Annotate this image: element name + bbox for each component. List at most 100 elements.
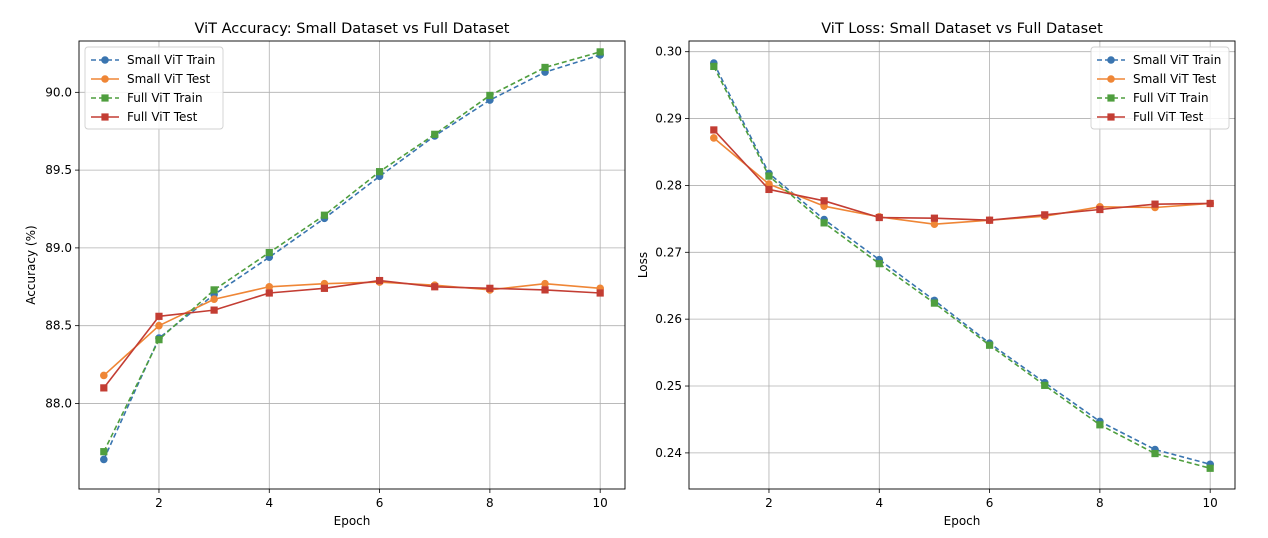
x-tick-label: 10: [1203, 496, 1218, 510]
legend: Small ViT Train Small ViT Test Full ViT Tr…: [1090, 46, 1230, 130]
y-tick-label: 88.0: [45, 396, 72, 410]
data-point-full-vit-test: [431, 283, 439, 291]
x-axis-label: Epoch: [944, 514, 981, 528]
data-point-full-vit-train: [100, 448, 108, 456]
series-line-full-vit-test: [713, 129, 1211, 221]
x-tick-label: 2: [765, 496, 773, 510]
legend-label-full-vit-train: Full ViT Train: [127, 91, 203, 105]
y-tick-label: 0.26: [655, 312, 682, 326]
x-tick-label: 2: [155, 496, 163, 510]
legend-label-full-vit-train: Full ViT Train: [1133, 91, 1209, 105]
data-point-full-vit-test: [486, 284, 494, 292]
data-point-small-vit-test: [100, 371, 108, 380]
x-tick-label: 8: [486, 496, 494, 510]
data-point-full-vit-test: [1096, 205, 1104, 214]
data-point-small-vit-test: [541, 279, 549, 288]
data-point-full-vit-test: [320, 284, 329, 292]
legend-marker-full-vit-train: [101, 94, 109, 102]
x-axis-label: Epoch: [334, 514, 371, 528]
data-point-full-vit-train: [765, 172, 773, 180]
data-point-full-vit-test: [375, 276, 384, 285]
legend-marker-full-vit-test: [101, 113, 109, 121]
plot-frame: [688, 40, 1236, 490]
data-point-full-vit-train: [1206, 464, 1214, 472]
legend-marker-small-vit-train: [101, 56, 109, 64]
x-tick-label: 6: [376, 496, 384, 510]
plot-frame: [78, 40, 626, 490]
data-point-full-vit-test: [541, 286, 549, 294]
legend-marker-full-vit-train: [1107, 94, 1115, 102]
y-tick-label: 88.5: [45, 319, 72, 333]
x-tick-label: 8: [1096, 496, 1104, 510]
data-point-full-vit-test: [710, 126, 718, 134]
data-point-full-vit-train: [930, 299, 939, 307]
y-tick-label: 0.24: [655, 446, 682, 460]
x-tick-label: 4: [875, 496, 883, 510]
legend-marker-small-vit-test: [1107, 75, 1115, 83]
data-point-full-vit-test: [985, 216, 994, 224]
data-point-full-vit-test: [155, 312, 163, 320]
data-point-full-vit-test: [875, 213, 883, 222]
data-point-small-vit-test: [155, 321, 163, 330]
data-point-full-vit-test: [930, 214, 939, 222]
y-axis-label: Accuracy (%): [24, 225, 38, 304]
data-point-full-vit-train: [210, 286, 218, 294]
y-tick-label: 0.27: [655, 245, 682, 259]
legend-marker-full-vit-test: [1107, 113, 1115, 121]
y-tick-label: 0.30: [655, 45, 682, 59]
data-point-full-vit-test: [210, 306, 218, 314]
legend-label-full-vit-test: Full ViT Test: [127, 110, 198, 124]
y-tick-label: 0.29: [655, 112, 682, 126]
accuracy-chart: 2 4 6 8 10 88.0 88.5 89.0 89.5 90.0 ViT Accuracy: …: [24, 21, 626, 528]
data-point-full-vit-train: [1151, 449, 1159, 458]
data-point-small-vit-test: [265, 282, 274, 291]
loss-chart: 2 4 6 8 10 0.24 0.25 0.26 0.27 0.28 0.29 0.30 ViT Lo…: [636, 21, 1236, 528]
y-tick-label: 90.0: [45, 85, 72, 99]
data-point-full-vit-test: [820, 197, 828, 205]
data-point-full-vit-train: [820, 219, 828, 227]
y-tick-label: 89.5: [45, 163, 72, 177]
y-tick-label: 89.0: [45, 241, 72, 255]
y-axis-label: Loss: [636, 252, 650, 278]
data-point-full-vit-test: [1151, 200, 1159, 208]
legend-box: [84, 46, 224, 130]
data-point-full-vit-test: [596, 289, 604, 297]
series-line-small-vit-train: [103, 54, 601, 460]
legend: Small ViT Train Small ViT Test Full ViT Tr…: [84, 46, 224, 130]
legend-marker-small-vit-train: [1107, 56, 1115, 64]
data-point-full-vit-train: [375, 168, 384, 176]
legend-label-full-vit-test: Full ViT Test: [1133, 110, 1204, 124]
data-point-full-vit-train: [875, 260, 883, 268]
legend-marker-small-vit-test: [101, 75, 109, 83]
legend-label-small-vit-test: Small ViT Test: [127, 72, 210, 86]
data-point-small-vit-test: [710, 134, 718, 142]
legend-label-small-vit-test: Small ViT Test: [1133, 72, 1216, 86]
data-point-full-vit-train: [486, 91, 494, 100]
data-point-small-vit-test: [210, 295, 218, 304]
data-point-full-vit-train: [1041, 381, 1049, 389]
data-point-full-vit-train: [596, 48, 604, 56]
legend-label-small-vit-train: Small ViT Train: [127, 53, 215, 67]
data-point-small-vit-test: [930, 220, 939, 229]
data-point-full-vit-test: [265, 289, 273, 297]
data-point-full-vit-test: [100, 384, 108, 392]
y-tick-label: 0.28: [655, 178, 682, 192]
data-point-full-vit-train: [155, 336, 163, 344]
series-line-full-vit-test: [103, 279, 601, 389]
data-point-full-vit-train: [710, 62, 718, 71]
series-line-full-vit-train: [103, 51, 601, 453]
x-tick-label: 10: [593, 496, 608, 510]
data-point-small-vit-train: [100, 455, 108, 464]
data-point-full-vit-test: [765, 185, 773, 194]
data-point-full-vit-test: [1041, 211, 1049, 219]
data-point-full-vit-train: [1096, 421, 1104, 429]
chart-title: ViT Accuracy: Small Dataset vs Full Data…: [195, 21, 510, 37]
x-tick-label: 6: [986, 496, 994, 510]
chart-title: ViT Loss: Small Dataset vs Full Dataset: [821, 21, 1103, 37]
data-point-full-vit-train: [985, 341, 994, 349]
data-point-full-vit-train: [265, 248, 273, 257]
data-point-full-vit-train: [320, 211, 329, 219]
y-tick-label: 0.25: [655, 379, 682, 393]
